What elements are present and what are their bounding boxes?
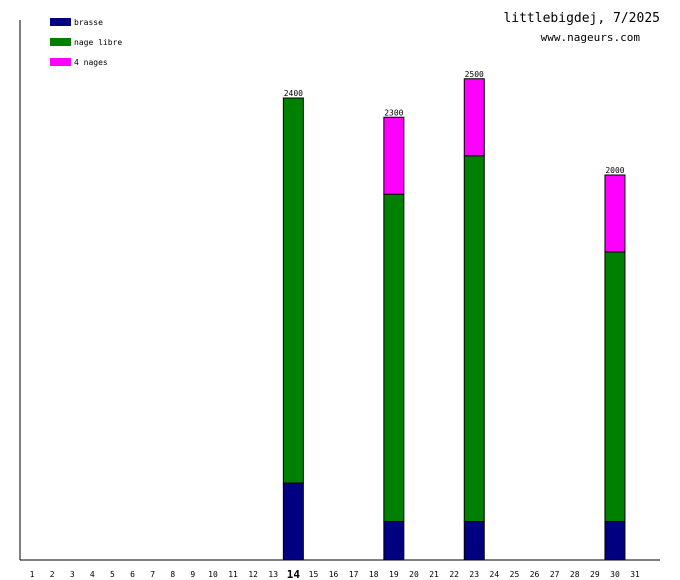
total-label-19: 2300 — [384, 108, 403, 117]
bar-23-0 — [463, 521, 485, 561]
bar-23-2 — [463, 78, 485, 157]
x-tick-26: 26 — [530, 570, 540, 579]
x-tick-31: 31 — [630, 570, 640, 579]
bar-14-0 — [282, 482, 304, 561]
x-tick-10: 10 — [208, 570, 218, 579]
x-tick-18: 18 — [369, 570, 379, 579]
x-tick-19: 19 — [389, 570, 399, 579]
legend-swatch-2 — [50, 58, 71, 66]
total-label-30: 2000 — [605, 166, 624, 175]
legend-label-1: nage libre — [74, 38, 122, 47]
total-label-14: 2400 — [284, 89, 303, 98]
x-tick-20: 20 — [409, 570, 419, 579]
bar-14-1 — [282, 97, 304, 484]
x-tick-28: 28 — [570, 570, 580, 579]
legend-label-0: brasse — [74, 18, 103, 27]
bar-totals: 2400 2300 2500 2000 — [284, 70, 625, 175]
x-tick-16: 16 — [329, 570, 339, 579]
x-tick-23: 23 — [469, 570, 479, 579]
legend-swatch-1 — [50, 38, 71, 46]
bars — [282, 78, 626, 561]
bar-30-2 — [604, 174, 626, 253]
x-tick-22: 22 — [449, 570, 459, 579]
chart-title: littlebigdej, 7/2025 — [503, 11, 660, 26]
x-tick-6: 6 — [130, 570, 135, 579]
bar-30-0 — [604, 521, 626, 561]
x-tick-7: 7 — [150, 570, 155, 579]
bar-30-1 — [604, 251, 626, 522]
x-tick-1: 1 — [30, 570, 35, 579]
x-tick-4: 4 — [90, 570, 95, 579]
bar-19-2 — [383, 116, 405, 195]
x-tick-3: 3 — [70, 570, 75, 579]
bar-19-0 — [383, 521, 405, 561]
x-tick-29: 29 — [590, 570, 600, 579]
x-tick-25: 25 — [510, 570, 520, 579]
total-label-23: 2500 — [465, 70, 484, 79]
x-tick-8: 8 — [170, 570, 175, 579]
x-tick-15: 15 — [309, 570, 319, 579]
x-tick-21: 21 — [429, 570, 439, 579]
legend-swatch-0 — [50, 18, 71, 26]
bar-23-1 — [463, 155, 485, 522]
x-tick-14: 14 — [287, 568, 301, 580]
x-tick-27: 27 — [550, 570, 560, 579]
x-tick-12: 12 — [248, 570, 258, 579]
x-tick-2: 2 — [50, 570, 55, 579]
x-tick-11: 11 — [228, 570, 238, 579]
chart-subtitle: www.nageurs.com — [541, 31, 641, 44]
x-tick-5: 5 — [110, 570, 115, 579]
x-tick-13: 13 — [268, 570, 278, 579]
legend: brasse nage libre 4 nages — [50, 18, 122, 67]
bar-19-1 — [383, 193, 405, 522]
x-tick-9: 9 — [190, 570, 195, 579]
x-tick-17: 17 — [349, 570, 359, 579]
legend-label-2: 4 nages — [74, 58, 108, 67]
x-tick-24: 24 — [490, 570, 500, 579]
x-tick-30: 30 — [610, 570, 620, 579]
x-tick-labels: 1 2 3 4 5 6 7 8 9 10 11 12 13 14 15 16 17 18 19 20 21 22 23 24 2… — [30, 568, 640, 580]
